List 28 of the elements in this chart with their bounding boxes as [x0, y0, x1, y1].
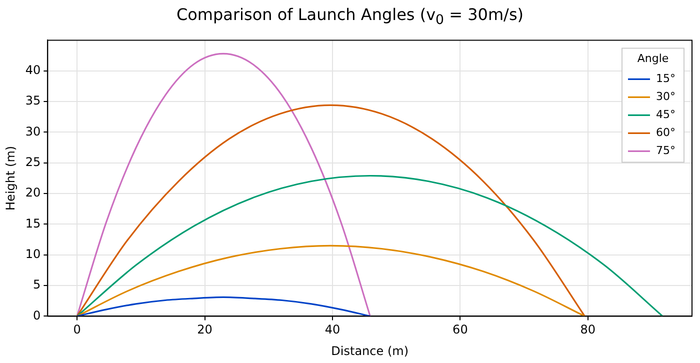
legend-title: Angle: [637, 52, 669, 66]
y-tick-label: 10: [25, 246, 41, 261]
line-series: [76, 244, 586, 316]
x-axis-title: Distance (m): [331, 344, 409, 358]
y-tick-label: 40: [25, 62, 41, 77]
y-tick-label: 0: [33, 308, 41, 322]
x-tick-label: 40: [324, 322, 340, 337]
legend-label: 45°: [656, 108, 676, 122]
line-series: [76, 174, 664, 316]
x-tick-label: 20: [197, 322, 212, 337]
y-tick-label: 30: [25, 124, 41, 138]
legend-label: 15°: [656, 72, 676, 86]
y-axis-title: Height (m): [3, 146, 18, 210]
legend-label: 30°: [656, 90, 676, 104]
legend-label: 75°: [656, 144, 676, 158]
y-tick-label: 20: [25, 186, 41, 200]
x-tick-label: 80: [580, 322, 596, 337]
x-tick-label: 0: [73, 322, 81, 337]
y-tick-label: 35: [25, 94, 41, 108]
line-series: [76, 52, 371, 316]
x-tick-label: 60: [452, 322, 468, 337]
y-tick-label: 15: [25, 216, 41, 230]
y-tick-label: 25: [25, 154, 41, 169]
legend-label: 60°: [656, 126, 676, 140]
y-tick-label: 5: [33, 278, 41, 292]
line-series: [76, 104, 586, 316]
chart-title: Comparison of Launch Angles (v$_{0}$ = 30m/s): [175, 4, 525, 30]
line-series: [76, 296, 371, 316]
